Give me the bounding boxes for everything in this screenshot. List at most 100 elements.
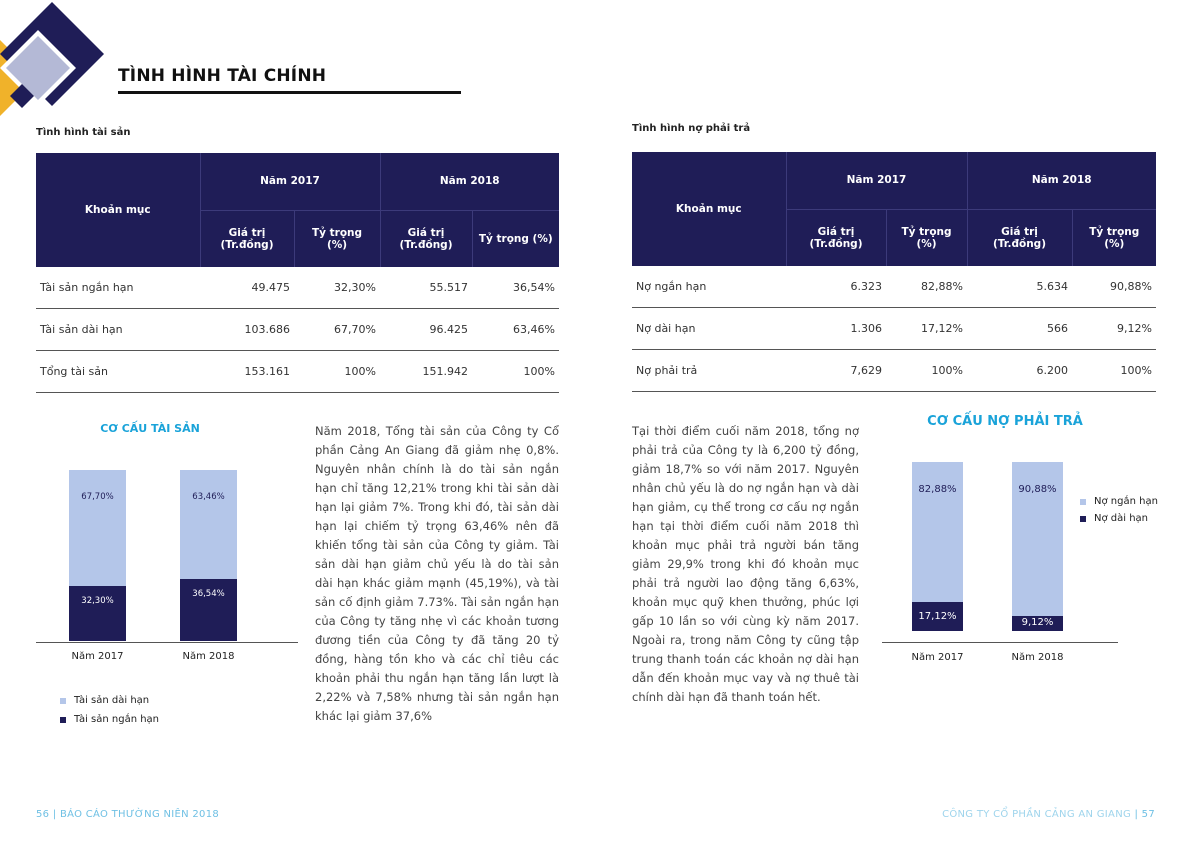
row-share-2018: 100% (1072, 349, 1156, 392)
liab-head-share-2017: Tỷ trọng (%) (885, 208, 967, 266)
table-row: Nợ dài hạn 1.306 17,12% 566 9,12% (632, 307, 1156, 350)
liab-head-value-2018: Giá trị (Tr.đồng) (966, 208, 1072, 266)
assets-chart-title: CƠ CẤU TÀI SẢN (100, 422, 200, 435)
footer-left: 56 | BÁO CÁO THƯỜNG NIÊN 2018 (36, 809, 219, 820)
assets-head-value-2018: Giá trị (Tr.đồng) (379, 209, 472, 267)
liabilities-chart-title: CƠ CẤU NỢ PHẢI TRẢ (927, 414, 1083, 429)
row-share-2017: 82,88% (886, 266, 967, 308)
footer-page-number: 56 (36, 809, 50, 820)
assets-head-year-2017: Năm 2017 (199, 153, 380, 210)
assets-section-label: Tình hình tài sản (36, 127, 131, 138)
assets-head-year-2018: Năm 2018 (379, 153, 559, 210)
bar-data-label: 17,12% (918, 610, 957, 622)
bar-data-label: 82,88% (918, 484, 957, 495)
assets-paragraph: Năm 2018, Tổng tài sản của Công ty Cổ ph… (315, 424, 559, 723)
row-label: Nợ dài hạn (632, 307, 786, 350)
logo-icon (0, 2, 104, 116)
row-share-2018: 100% (472, 350, 559, 393)
row-label: Nợ phải trả (632, 349, 786, 392)
table-row: Nợ ngắn hạn 6.323 82,88% 5.634 90,88% (632, 266, 1156, 308)
row-label: Nợ ngắn hạn (632, 266, 786, 308)
legend-swatch-light (1080, 498, 1086, 505)
bar-dark (180, 578, 237, 641)
title-rule (118, 91, 461, 94)
footer-right: CÔNG TY CỔ PHẦN CẢNG AN GIANG | 57 (942, 809, 1155, 820)
row-value-2018: 566 (967, 307, 1072, 350)
assets-chart-axis (36, 642, 298, 643)
row-share-2017: 32,30% (294, 267, 380, 309)
row-share-2018: 36,54% (472, 267, 559, 309)
row-share-2018: 9,12% (1072, 307, 1156, 350)
row-share-2017: 100% (886, 349, 967, 392)
bar-data-label: 32,30% (81, 595, 114, 606)
table-row: Tổng tài sản 153.161 100% 151.942 100% (36, 350, 559, 393)
legend-item: Tài sản dài hạn (60, 695, 149, 706)
bar-dark (1012, 615, 1063, 631)
x-tick-label: Năm 2017 (911, 652, 964, 663)
legend-label: Tài sản ngắn hạn (74, 714, 160, 725)
x-tick-label: Năm 2018 (1011, 652, 1064, 663)
liabilities-section-label: Tình hình nợ phải trả (632, 123, 751, 134)
liabilities-table: Khoản mục Năm 2017 Năm 2018 Giá trị (Tr.… (632, 152, 1156, 392)
bar-dark (912, 602, 963, 631)
row-value-2018: 5.634 (967, 266, 1072, 308)
row-label: Tài sản dài hạn (36, 308, 200, 351)
row-value-2017: 7,629 (786, 349, 886, 392)
row-share-2017: 17,12% (886, 307, 967, 350)
footer-company-name: CÔNG TY CỔ PHẦN CẢNG AN GIANG (942, 809, 1132, 820)
liab-head-value-2017: Giá trị (Tr.đồng) (785, 208, 886, 266)
footer-report-title: BÁO CÁO THƯỜNG NIÊN 2018 (59, 809, 220, 820)
row-value-2018: 6.200 (967, 349, 1072, 392)
assets-table: Khoản mục Năm 2017 Năm 2018 Giá trị (Tr.… (36, 153, 559, 393)
bar-light (180, 470, 237, 579)
assets-head-share-2017: Tỷ trọng (%) (293, 209, 380, 267)
row-value-2018: 96.425 (380, 308, 472, 351)
bar-data-label: 63,46% (192, 492, 225, 502)
row-value-2018: 55.517 (380, 267, 472, 309)
row-label: Tổng tài sản (36, 350, 200, 393)
legend-item: Tài sản ngắn hạn (60, 714, 159, 725)
legend-label: Nợ ngắn hạn (1094, 496, 1158, 507)
row-share-2017: 67,70% (294, 308, 380, 351)
footer-separator: | (52, 809, 57, 820)
bar-light (69, 470, 126, 586)
liab-head-year-2018: Năm 2018 (966, 152, 1156, 209)
table-row: Tài sản ngắn hạn 49.475 32,30% 55.517 36… (36, 267, 559, 309)
row-value-2017: 49.475 (200, 267, 294, 309)
liabilities-paragraph: Tại thời điểm cuối năm 2018, tổng nợ phả… (632, 424, 859, 704)
assets-head-share-2018: Tỷ trọng (%) (471, 209, 559, 267)
bar-light (1012, 462, 1063, 616)
liab-head-item: Khoản mục (632, 152, 786, 266)
table-row: Nợ phải trả 7,629 100% 6.200 100% (632, 349, 1156, 392)
footer-page-number: 57 (1141, 809, 1155, 820)
legend-item: Nợ dài hạn (1080, 513, 1148, 524)
row-value-2017: 153.161 (200, 350, 294, 393)
liab-head-share-2018: Tỷ trọng (%) (1071, 208, 1156, 266)
legend-swatch-dark (1080, 515, 1086, 522)
legend-label: Tài sản dài hạn (74, 695, 150, 706)
table-row: Tài sản dài hạn 103.686 67,70% 96.425 63… (36, 308, 559, 351)
footer-separator: | (1134, 809, 1139, 820)
liab-head-year-2017: Năm 2017 (785, 152, 967, 209)
bar-data-label: 9,12% (1021, 617, 1054, 629)
liabilities-chart-axis (882, 642, 1118, 643)
row-value-2018: 151.942 (380, 350, 472, 393)
bar-light (912, 462, 963, 603)
legend-item: Nợ ngắn hạn (1080, 496, 1158, 507)
x-tick-label: Năm 2018 (182, 651, 235, 662)
row-share-2018: 90,88% (1072, 266, 1156, 308)
bar-data-label: 90,88% (1018, 484, 1057, 495)
bar-data-label: 36,54% (192, 588, 225, 599)
page-title: TÌNH HÌNH TÀI CHÍNH (118, 66, 327, 86)
legend-swatch-light (60, 697, 66, 704)
row-value-2017: 103.686 (200, 308, 294, 351)
x-tick-label: Năm 2017 (71, 651, 124, 662)
legend-swatch-dark (60, 716, 66, 723)
bar-dark (69, 585, 126, 641)
assets-head-value-2017: Giá trị (Tr.đồng) (199, 209, 294, 267)
row-share-2018: 63,46% (472, 308, 559, 351)
row-value-2017: 6.323 (786, 266, 886, 308)
row-share-2017: 100% (294, 350, 380, 393)
row-value-2017: 1.306 (786, 307, 886, 350)
legend-label: Nợ dài hạn (1094, 513, 1149, 524)
